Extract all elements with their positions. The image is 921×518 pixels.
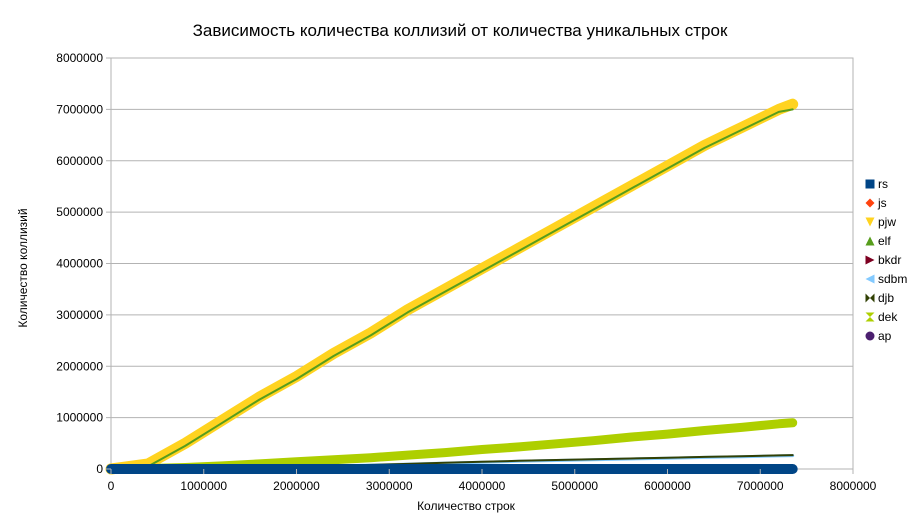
- legend-marker-sdbm: [865, 274, 875, 284]
- legend-label-ap: ap: [878, 329, 892, 343]
- series-line-pjw: [105, 98, 799, 475]
- y-axis-label: Количество коллизий: [16, 208, 30, 327]
- x-tick-label: 1000000: [180, 479, 227, 493]
- legend-label-bkdr: bkdr: [878, 253, 901, 267]
- legend-marker-djb: [865, 293, 875, 303]
- y-tick-label: 4000000: [56, 257, 103, 271]
- y-tick-label: 6000000: [56, 154, 103, 168]
- y-tick-label: 1000000: [56, 411, 103, 425]
- legend-marker-js: [865, 198, 875, 208]
- legend-label-rs: rs: [878, 177, 888, 191]
- series-layer: [105, 98, 799, 475]
- y-tick-label: 3000000: [56, 308, 103, 322]
- legend-label-dek: dek: [878, 310, 898, 324]
- legend-marker-ap: [865, 331, 875, 341]
- legend-label-djb: djb: [878, 291, 894, 305]
- x-tick-label: 0: [108, 479, 115, 493]
- legend-marker-rs: [865, 179, 875, 189]
- legend-marker-dek: [865, 312, 875, 322]
- x-tick-label: 6000000: [644, 479, 691, 493]
- legend: rs js pjw elf bkdr sdbm djb dek ap: [865, 177, 907, 343]
- x-axis-label: Количество строк: [417, 499, 516, 513]
- y-tick-label: 8000000: [56, 51, 103, 65]
- legend-marker-bkdr: [865, 255, 875, 265]
- legend-marker-pjw: [865, 217, 875, 227]
- legend-label-elf: elf: [878, 234, 891, 248]
- y-tick-label: 5000000: [56, 205, 103, 219]
- y-tick-label: 2000000: [56, 359, 103, 373]
- x-tick-label: 5000000: [551, 479, 598, 493]
- y-axis: 0 1000000 2000000 3000000 4000000 5000000 6000…: [56, 51, 111, 476]
- x-tick-label: 2000000: [273, 479, 320, 493]
- x-tick-label: 3000000: [366, 479, 413, 493]
- y-tick-label: 0: [96, 462, 103, 476]
- chart-title: Зависимость количества коллизий от колич…: [193, 21, 728, 40]
- legend-label-sdbm: sdbm: [878, 272, 907, 286]
- x-tick-label: 7000000: [737, 479, 784, 493]
- x-axis: 0 1000000 2000000 3000000 4000000 5000000 6000…: [108, 469, 877, 493]
- legend-label-pjw: pjw: [878, 215, 896, 229]
- x-tick-label: 8000000: [830, 479, 877, 493]
- series-line-elf: [110, 108, 794, 470]
- x-tick-label: 4000000: [459, 479, 506, 493]
- legend-marker-elf: [865, 236, 875, 246]
- legend-label-js: js: [877, 196, 887, 210]
- y-tick-label: 7000000: [56, 102, 103, 116]
